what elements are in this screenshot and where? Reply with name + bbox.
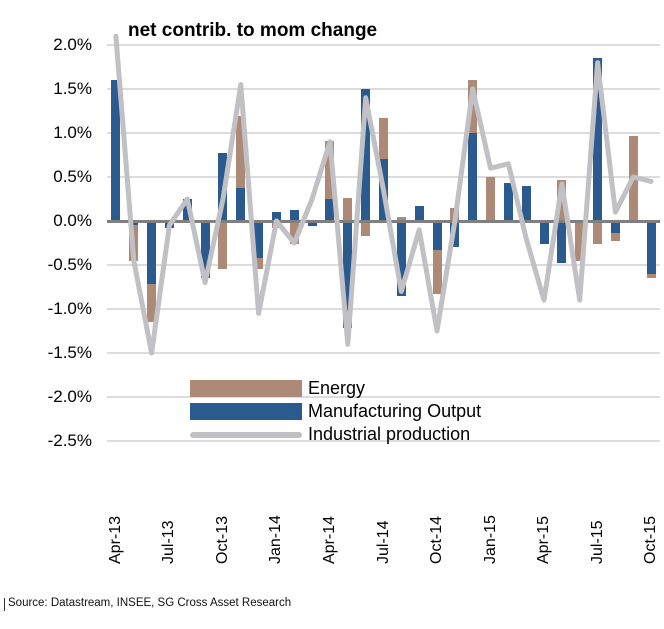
bar-energy [147, 284, 157, 323]
y-axis-tick-label: 1.5% [53, 79, 92, 98]
bar-energy [379, 118, 388, 159]
bar-manufacturing [254, 221, 264, 258]
x-axis-tick-label: Oct-14 [428, 515, 446, 564]
bar-energy [129, 225, 139, 261]
bar-energy [289, 221, 299, 244]
legend-swatch-bar [190, 403, 302, 420]
gridline [107, 44, 660, 46]
bar-manufacturing [432, 221, 442, 251]
bar-manufacturing [450, 221, 460, 248]
y-axis-tick-label: -0.5% [47, 255, 92, 274]
bar-manufacturing [236, 188, 246, 221]
source-footer: Source: Datastream, INSEE, SG Cross Asse… [4, 597, 291, 611]
y-axis-tick-label: -2.5% [47, 431, 92, 450]
bar-energy [468, 80, 478, 133]
gridline [107, 440, 660, 442]
source-text: Source: Datastream, INSEE, SG Cross Asse… [8, 597, 292, 609]
bar-manufacturing [325, 199, 335, 221]
legend-item-energy: Energy [190, 377, 481, 400]
bar-energy [557, 179, 567, 221]
bar-energy [575, 221, 585, 262]
bar-manufacturing [182, 199, 192, 221]
bar-manufacturing [200, 221, 210, 279]
bar-energy [361, 221, 371, 236]
bar-energy [325, 140, 335, 199]
chart-legend: Energy Manufacturing Output Industrial pro… [190, 377, 481, 446]
bar-energy [646, 273, 656, 279]
gridline [107, 88, 660, 90]
legend-label: Energy [308, 378, 366, 398]
footnote-mark [4, 598, 5, 611]
y-axis-tick-label: -1.5% [47, 343, 92, 362]
bar-manufacturing [521, 185, 531, 221]
bar-manufacturing [379, 158, 388, 221]
x-axis-tick-label: Jan-14 [267, 515, 285, 564]
x-axis-tick-label: Jul-15 [588, 520, 606, 564]
y-axis-tick-label: 1.0% [53, 123, 92, 142]
gridline [107, 264, 660, 266]
gridline [107, 352, 660, 354]
y-axis-tick-label: 0.0% [53, 211, 92, 230]
zero-axis-line [107, 220, 660, 223]
bar-manufacturing [414, 206, 424, 221]
bar-manufacturing [468, 133, 478, 221]
x-axis-tick-label: Jul-14 [374, 520, 392, 564]
bar-manufacturing [111, 80, 121, 221]
bar-energy [610, 233, 620, 242]
bar-manufacturing [593, 58, 603, 221]
legend-label: Manufacturing Output [308, 401, 482, 421]
bar-manufacturing [503, 183, 513, 221]
bar-manufacturing [361, 89, 371, 221]
bar-manufacturing [343, 221, 353, 329]
bar-manufacturing [646, 221, 656, 274]
legend-label: Industrial production [308, 424, 471, 444]
x-axis-tick-label: Apr-15 [535, 515, 553, 564]
legend-item-manufacturing-output: Manufacturing Output [190, 400, 481, 423]
legend-swatch-bar [190, 380, 302, 397]
bar-energy [236, 116, 246, 189]
legend-swatch-line [190, 431, 302, 438]
y-axis-tick-label: 2.0% [53, 35, 92, 54]
x-axis-tick-label: Apr-13 [106, 515, 124, 564]
gridline [107, 308, 660, 310]
bar-energy [593, 221, 603, 244]
bar-energy [254, 257, 264, 269]
bar-manufacturing [539, 221, 549, 244]
bar-energy [218, 221, 228, 270]
x-axis-tick-label: Jul-13 [160, 520, 178, 564]
x-axis-tick-label: Jan-15 [481, 515, 499, 564]
x-axis-tick-label: Oct-15 [642, 515, 660, 564]
y-axis-tick-label: -1.0% [47, 299, 92, 318]
bar-energy [343, 198, 353, 221]
bar-energy [432, 250, 442, 295]
bar-energy [486, 177, 496, 221]
legend-item-industrial-production: Industrial production [190, 423, 481, 446]
bar-manufacturing [218, 153, 228, 221]
y-axis-tick-label: -2.0% [47, 387, 92, 406]
bar-manufacturing [147, 221, 157, 285]
x-axis-tick-label: Oct-13 [213, 515, 231, 564]
bar-energy [628, 135, 638, 221]
x-axis-tick-label: Apr-14 [320, 515, 338, 564]
bar-energy [450, 207, 460, 221]
bar-manufacturing [396, 221, 406, 296]
bar-manufacturing [557, 221, 567, 264]
y-axis-tick-label: 0.5% [53, 167, 92, 186]
gridline [107, 396, 660, 398]
